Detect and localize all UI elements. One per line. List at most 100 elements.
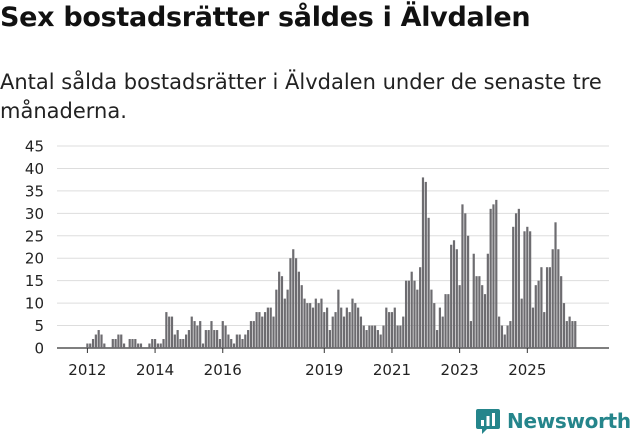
bar [455, 249, 458, 348]
bar [326, 307, 329, 348]
bar [100, 334, 103, 348]
bar [545, 267, 549, 348]
bar [185, 334, 188, 348]
y-tick-label: 45 [25, 138, 44, 156]
bar [382, 325, 385, 348]
bar [568, 316, 571, 348]
bar [289, 258, 292, 348]
bar [345, 307, 348, 348]
bar [292, 249, 295, 348]
bar [151, 339, 154, 348]
bar [410, 271, 413, 348]
y-tick-label: 35 [25, 182, 44, 200]
bar [483, 294, 487, 348]
bar [359, 316, 363, 348]
bar [509, 321, 512, 348]
bar [365, 330, 368, 348]
x-tick-label: 2021 [373, 361, 411, 379]
bar [562, 303, 566, 348]
bar [574, 321, 577, 348]
y-tick-label: 40 [25, 160, 44, 178]
bar [416, 289, 419, 348]
bar [173, 334, 176, 348]
bar [255, 312, 258, 348]
x-tick-label: 2023 [441, 361, 479, 379]
bar [137, 343, 140, 348]
y-tick-label: 20 [25, 250, 44, 268]
bar [122, 343, 126, 348]
bar [467, 235, 470, 348]
bar [388, 312, 391, 348]
bar [551, 249, 554, 348]
y-tick-label: 25 [25, 227, 44, 245]
bar [498, 316, 501, 348]
bar [557, 249, 560, 348]
bar [314, 298, 317, 348]
bar [97, 330, 100, 348]
bar [156, 343, 159, 348]
bar [444, 294, 447, 348]
bar [348, 312, 351, 348]
bar [139, 343, 143, 348]
bar [421, 177, 425, 348]
bar [252, 321, 255, 348]
y-tick-label: 15 [25, 272, 44, 290]
bar [187, 330, 191, 348]
bar [263, 312, 267, 348]
bar [249, 321, 253, 348]
bar [503, 334, 506, 348]
bar [190, 316, 193, 348]
bar [481, 285, 484, 348]
bar [337, 289, 340, 348]
bar [390, 312, 394, 348]
bar [153, 339, 157, 348]
bar [283, 298, 286, 348]
bar [230, 339, 233, 348]
bar [447, 294, 450, 348]
bar [540, 267, 543, 348]
bar [244, 334, 247, 348]
bar [351, 298, 354, 348]
bar [458, 285, 461, 348]
bar [258, 312, 261, 348]
bar [489, 208, 492, 348]
bar [235, 334, 238, 348]
bar [148, 343, 151, 348]
bar [213, 330, 216, 348]
bar [526, 226, 529, 348]
bar [379, 334, 382, 348]
bar [128, 339, 131, 348]
bar [165, 312, 168, 348]
bar [531, 307, 535, 348]
bar [424, 181, 427, 348]
bar [131, 339, 134, 348]
bar [529, 231, 532, 348]
bar [201, 343, 205, 348]
bar [520, 298, 523, 348]
bar [554, 222, 557, 348]
bar [328, 330, 332, 348]
bar [241, 339, 244, 348]
bar [306, 303, 309, 348]
brand-logo: Newsworthy [476, 408, 631, 434]
x-tick-label: 2016 [204, 361, 242, 379]
bar [512, 226, 515, 348]
bar [469, 321, 473, 348]
bar [407, 280, 410, 348]
bar [478, 276, 481, 348]
bar [433, 303, 436, 348]
bar [486, 253, 489, 348]
bar [323, 312, 326, 348]
bar [120, 334, 123, 348]
bar [376, 330, 379, 348]
bar [266, 307, 269, 348]
bar [317, 303, 320, 348]
bar [438, 307, 441, 348]
bar [232, 343, 236, 348]
y-tick-label: 10 [25, 295, 44, 313]
y-tick-label: 30 [25, 205, 44, 223]
bar [162, 339, 165, 348]
bar [450, 244, 453, 348]
x-tick-label: 2012 [68, 361, 106, 379]
